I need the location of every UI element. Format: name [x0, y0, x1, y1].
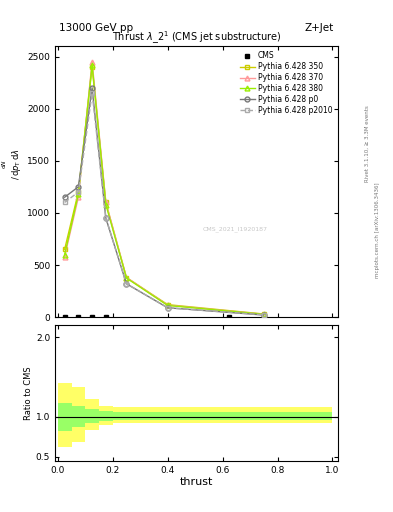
Text: Rivet 3.1.10, ≥ 3.3M events: Rivet 3.1.10, ≥ 3.3M events [365, 105, 370, 182]
Y-axis label: Ratio to CMS: Ratio to CMS [24, 366, 33, 420]
Legend: CMS, Pythia 6.428 350, Pythia 6.428 370, Pythia 6.428 380, Pythia 6.428 p0, Pyth: CMS, Pythia 6.428 350, Pythia 6.428 370,… [238, 50, 334, 117]
X-axis label: thrust: thrust [180, 477, 213, 487]
Text: 13000 GeV pp: 13000 GeV pp [59, 23, 133, 33]
Text: CMS_2021_I1920187: CMS_2021_I1920187 [202, 226, 267, 232]
Title: Thrust $\lambda$_2$^1$ (CMS jet substructure): Thrust $\lambda$_2$^1$ (CMS jet substruc… [112, 30, 281, 46]
Text: $\frac{1}{\mathrm{d}N}$
$/ \, \mathrm{d}p_\mathrm{T} \, \mathrm{d}\lambda$: $\frac{1}{\mathrm{d}N}$ $/ \, \mathrm{d}… [0, 148, 24, 180]
Text: mcplots.cern.ch [arXiv:1306.3436]: mcplots.cern.ch [arXiv:1306.3436] [375, 183, 380, 278]
Text: Z+Jet: Z+Jet [305, 23, 334, 33]
